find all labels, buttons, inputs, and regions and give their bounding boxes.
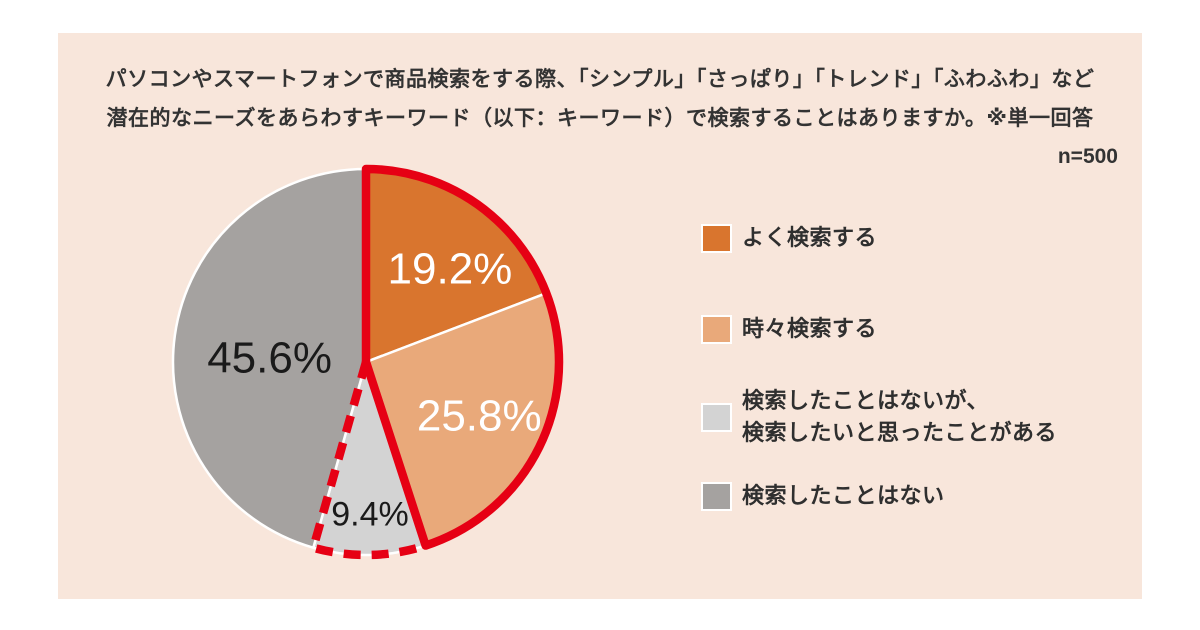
legend-item-0: よく検索する	[701, 222, 1123, 254]
pie-chart-container: 19.2% 25.8% 9.4% 45.6%	[146, 142, 586, 582]
survey-question: パソコンやスマートフォンで商品検索をする際、「シンプル」「さっぱり」「トレンド」…	[58, 60, 1142, 138]
legend-label-2: 検索したことはないが、 検索したいと思ったことがある	[742, 388, 1058, 445]
legend-swatch-0	[701, 223, 732, 253]
legend-label-0: よく検索する	[742, 225, 878, 250]
pie-value-label-1: 25.8%	[417, 392, 542, 441]
pie-slice-3	[171, 167, 368, 549]
sample-size-label: n=500	[1057, 145, 1118, 168]
legend-swatch-1	[701, 314, 732, 344]
legend-swatch-3	[701, 481, 732, 511]
pie-value-label-2: 9.4%	[331, 495, 409, 533]
pie-value-label-0: 19.2%	[388, 244, 513, 293]
survey-question-line2: 潜在的なニーズをあらわすキーワード（以下：キーワード）で検索することはありますか…	[106, 107, 1094, 130]
pie-chart: 19.2% 25.8% 9.4% 45.6%	[171, 164, 564, 560]
chart-legend: よく検索する 時々検索する検索したことはないが、 検索したいと思ったことがある検索し…	[701, 222, 1123, 512]
survey-result-card: パソコンやスマートフォンで商品検索をする際、「シンプル」「さっぱり」「トレンド」…	[58, 33, 1142, 599]
legend-label-3: 検索したことはない	[742, 483, 945, 508]
legend-item-1: 時々検索する	[701, 313, 1123, 345]
legend-item-3: 検索したことはない	[701, 480, 1123, 512]
legend-swatch-2	[701, 402, 732, 432]
highlight-dashed-outline	[308, 360, 427, 560]
highlight-solid-outline	[361, 164, 564, 550]
survey-question-line1: パソコンやスマートフォンで商品検索をする際、「シンプル」「さっぱり」「トレンド」…	[105, 68, 1095, 91]
pie-value-label-3: 45.6%	[207, 333, 332, 382]
legend-label-1: 時々検索する	[742, 316, 878, 341]
legend-item-2: 検索したことはないが、 検索したいと思ったことがある	[701, 385, 1123, 449]
